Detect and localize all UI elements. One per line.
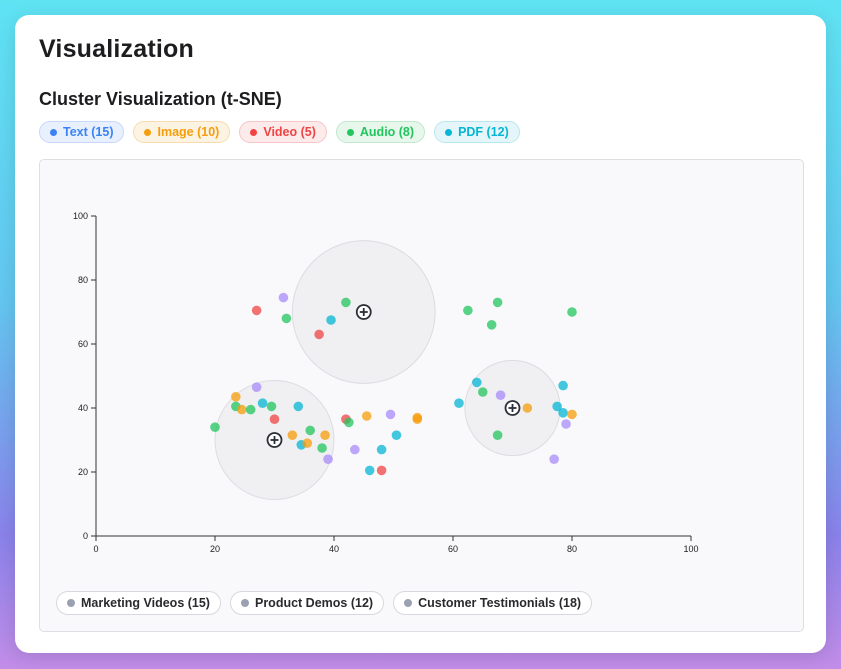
type-filter-legend: Text (15) Image (10) Video (5) Audio (8)… — [39, 121, 520, 143]
data-point-pdf — [472, 377, 482, 388]
pdf-color-dot-icon — [445, 128, 453, 136]
cluster-pill-label: Customer Testimonials (18) — [418, 596, 582, 610]
chart-axes: 0 20 40 60 80 100 0 20 40 60 80 100 — [73, 211, 699, 554]
video-color-dot-icon — [250, 128, 258, 136]
x-tick-label: 40 — [329, 544, 339, 554]
y-tick-label: 0 — [83, 531, 88, 541]
audio-color-dot-icon — [346, 128, 354, 136]
text-color-dot-icon — [50, 128, 57, 136]
data-point-other — [251, 382, 262, 392]
data-point-audio — [477, 387, 488, 397]
data-point-audio — [245, 404, 256, 415]
data-point-audio — [210, 422, 220, 433]
data-point-audio — [486, 320, 497, 330]
data-point-pdf — [558, 380, 568, 391]
data-point-image — [236, 404, 247, 415]
cluster-pill-marketing-videos[interactable]: Marketing Videos (15) — [56, 591, 221, 615]
data-point-other — [561, 419, 571, 429]
cluster-center-plus-icon[interactable] — [504, 400, 521, 416]
filter-pill-image[interactable]: Image (10) — [133, 121, 231, 143]
data-point-pdf — [552, 401, 562, 412]
data-points — [210, 292, 577, 476]
visualization-card: Visualization Cluster Visualization (t-S… — [15, 15, 826, 653]
data-point-image — [361, 411, 372, 421]
cluster-regions — [214, 240, 561, 500]
data-point-pdf — [326, 315, 336, 325]
data-point-pdf — [257, 398, 268, 408]
y-tick-label: 20 — [78, 467, 88, 477]
data-point-audio — [317, 443, 327, 453]
y-tick-label: 100 — [73, 211, 88, 221]
data-point-pdf — [364, 465, 375, 476]
data-point-image — [567, 409, 577, 420]
scatter-chart: 0 20 40 60 80 100 0 20 40 60 80 100 — [73, 211, 699, 554]
data-point-pdf — [391, 430, 402, 441]
data-point-audio — [344, 417, 354, 428]
data-point-pdf — [293, 401, 304, 412]
filter-pill-label: Video (5) — [263, 125, 316, 139]
data-point-video — [314, 329, 324, 340]
data-point-audio — [463, 305, 473, 316]
data-point-image — [522, 403, 533, 413]
data-point-audio — [567, 307, 577, 317]
data-point-other — [549, 454, 559, 465]
section-title: Cluster Visualization (t-SNE) — [39, 89, 282, 109]
y-tick-label: 60 — [78, 339, 88, 349]
data-point-pdf — [558, 408, 568, 418]
data-point-image — [287, 430, 298, 441]
data-point-other — [278, 292, 289, 303]
image-color-dot-icon — [144, 128, 152, 136]
data-point-pdf — [376, 444, 387, 455]
filter-pill-audio[interactable]: Audio (8) — [335, 121, 426, 143]
data-point-audio — [266, 401, 277, 412]
data-point-audio — [492, 297, 503, 308]
cluster-markers — [266, 304, 521, 448]
cluster-pill-label: Product Demos (12) — [254, 596, 374, 610]
x-tick-label: 20 — [210, 544, 220, 554]
y-tick-label: 80 — [78, 275, 88, 285]
data-point-image — [412, 412, 423, 423]
cluster-pill-label: Marketing Videos (15) — [81, 596, 210, 610]
data-point-video — [251, 305, 262, 316]
filter-pill-label: Text (15) — [63, 125, 114, 139]
x-tick-label: 80 — [567, 544, 577, 554]
filter-pill-video[interactable]: Video (5) — [239, 121, 327, 143]
cluster-center-plus-icon[interactable] — [355, 304, 372, 320]
cluster-dot-icon — [240, 599, 249, 607]
data-point-pdf — [454, 398, 464, 408]
filter-pill-pdf[interactable]: PDF (12) — [434, 121, 520, 143]
x-tick-label: 0 — [93, 544, 98, 554]
chart-panel: 0 20 40 60 80 100 0 20 40 60 80 100 Marketing Video… — [39, 159, 804, 632]
cluster-legend: Marketing Videos (15) Product Demos (12)… — [56, 591, 593, 615]
filter-pill-label: Audio (8) — [359, 125, 415, 139]
page-title: Visualization — [39, 35, 194, 63]
cluster-dot-icon — [67, 599, 75, 607]
filter-pill-label: Image (10) — [157, 125, 220, 139]
y-tick-label: 40 — [78, 403, 88, 413]
data-point-video — [376, 465, 387, 476]
data-point-image — [320, 430, 330, 441]
x-tick-label: 100 — [683, 544, 698, 554]
data-point-other — [495, 390, 506, 400]
data-point-audio — [281, 313, 292, 324]
cluster-center-plus-icon[interactable] — [266, 432, 283, 448]
data-point-video — [269, 414, 280, 424]
data-point-other — [350, 444, 360, 455]
data-point-image — [302, 438, 313, 449]
filter-pill-text[interactable]: Text (15) — [39, 121, 125, 143]
data-point-other — [385, 409, 396, 420]
data-point-image — [231, 392, 241, 402]
cluster-dot-icon — [404, 599, 413, 607]
data-point-audio — [341, 297, 351, 308]
data-point-audio — [305, 425, 316, 436]
cluster-pill-product-demos[interactable]: Product Demos (12) — [229, 591, 385, 615]
x-tick-label: 60 — [448, 544, 458, 554]
data-point-audio — [492, 430, 503, 441]
data-point-other — [323, 454, 333, 465]
filter-pill-label: PDF (12) — [458, 125, 509, 139]
cluster-pill-customer-testimonials[interactable]: Customer Testimonials (18) — [393, 591, 593, 615]
